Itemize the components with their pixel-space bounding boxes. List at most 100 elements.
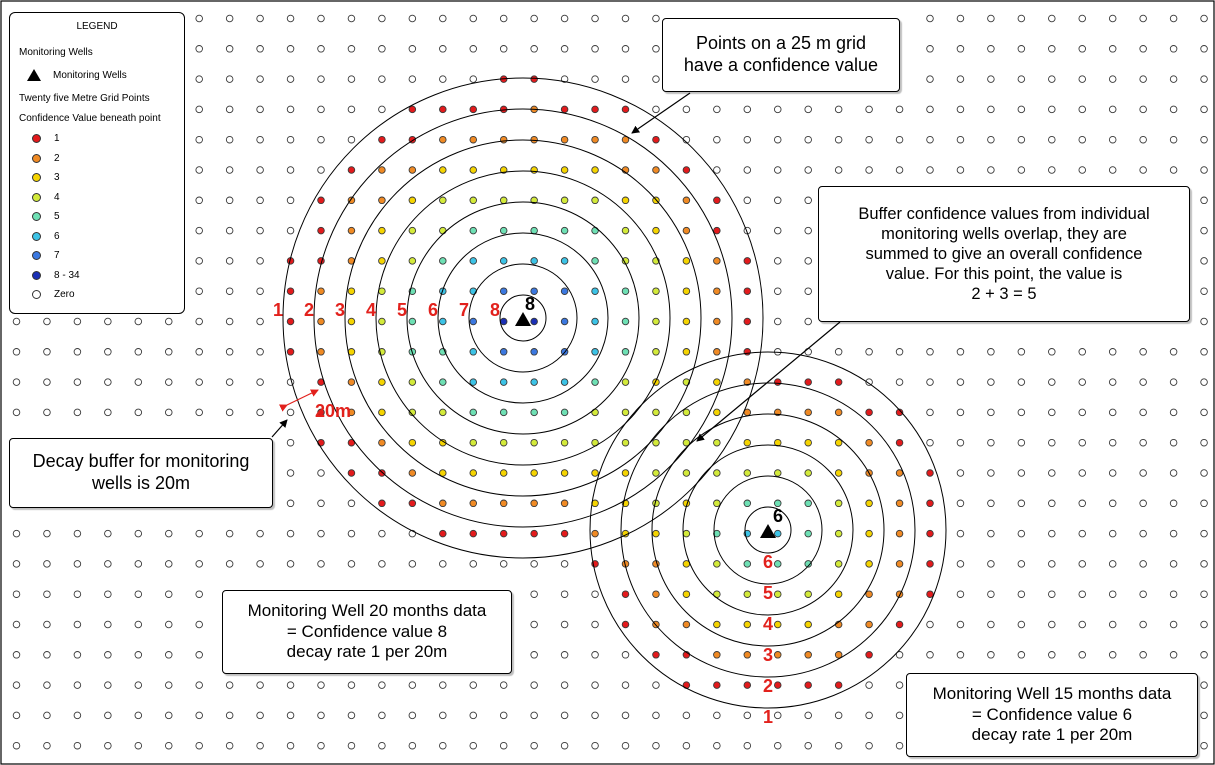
grid-point: [804, 105, 812, 114]
grid-point: [43, 711, 51, 720]
grid-point: [926, 590, 934, 598]
grid-point: [591, 469, 599, 477]
grid-point: [195, 257, 203, 265]
grid-point: [12, 317, 21, 326]
grid-point: [895, 105, 904, 114]
grid-note-arrow: [631, 92, 691, 134]
grid-point: [743, 560, 752, 568]
grid-point: [956, 408, 965, 417]
grid-point: [926, 378, 934, 386]
grid-point: [195, 681, 203, 689]
grid-point: [317, 499, 325, 508]
grid-point: [286, 529, 295, 538]
grid-point: [682, 438, 691, 447]
grid-point: [12, 529, 21, 538]
grid-point: [225, 529, 234, 538]
grid-point: [1139, 469, 1147, 477]
grid-point: [195, 75, 203, 83]
grid-point: [621, 317, 630, 326]
grid-point: [591, 75, 599, 83]
grid-point: [652, 226, 660, 235]
grid-note-line: Points on a 25 m grid: [695, 33, 867, 54]
grid-point: [317, 45, 325, 53]
grid-point: [1078, 590, 1086, 598]
grid-point: [956, 620, 965, 629]
grid-point: [43, 348, 51, 356]
grid-point: [73, 711, 82, 720]
grid-point: [621, 14, 630, 23]
grid-point: [804, 287, 812, 295]
grid-point: [1108, 651, 1117, 659]
grid-point: [43, 651, 51, 659]
grid-point: [225, 257, 234, 265]
grid-point: [286, 226, 295, 235]
grid-point: [73, 741, 82, 750]
grid-point: [1200, 529, 1208, 538]
grid-point: [499, 741, 508, 750]
grid-point: [1169, 469, 1178, 477]
grid-point: [834, 438, 843, 447]
grid-point: [1108, 105, 1117, 114]
grid-point: [591, 14, 599, 23]
buffer-rings-layer: [282, 77, 947, 709]
grid-point: [286, 14, 295, 23]
grid-point: [1108, 438, 1117, 447]
grid-point: [591, 166, 599, 174]
grid-point: [834, 166, 843, 174]
grid-point: [926, 438, 934, 447]
grid-point: [621, 408, 630, 417]
grid-point: [1139, 135, 1147, 144]
grid-point: [378, 317, 386, 326]
grid-point: [286, 135, 295, 144]
grid-point: [1139, 560, 1147, 568]
decay-note-line: Decay buffer for monitoring: [32, 451, 250, 472]
decay-width-arrow: [278, 389, 319, 412]
grid-point: [895, 135, 904, 144]
grid-point: [621, 348, 630, 356]
grid-point: [591, 317, 599, 326]
grid-point: [743, 711, 752, 720]
grid-point: [256, 529, 264, 538]
grid-point: [560, 741, 569, 750]
grid-point: [134, 560, 143, 568]
grid-point: [926, 105, 934, 114]
grid-point: [1017, 105, 1026, 114]
grid-point: [1200, 226, 1208, 235]
grid-point: [591, 196, 599, 205]
grid-point: [774, 378, 782, 386]
grid-point: [73, 529, 82, 538]
grid-point: [439, 226, 447, 235]
ring-label: 7: [459, 300, 469, 320]
grid-point: [499, 711, 508, 720]
grid-point: [713, 741, 721, 750]
grid-point: [926, 620, 934, 629]
grid-point: [804, 499, 812, 508]
grid-point: [774, 711, 782, 720]
grid-point: [682, 196, 691, 205]
grid-point: [1139, 590, 1147, 598]
grid-point: [317, 166, 325, 174]
grid-point: [408, 75, 417, 83]
legend-swatch-icon: [32, 212, 41, 221]
grid-point: [895, 529, 904, 538]
grid-point: [560, 75, 569, 83]
grid-point: [347, 741, 356, 750]
monitoring-well-icon: [515, 312, 531, 326]
grid-point: [1200, 348, 1208, 356]
decay-note-callout: Decay buffer for monitoring wells is 20m: [9, 438, 273, 508]
grid-point: [774, 196, 782, 205]
legend: LEGEND Monitoring Wells Monitoring Wells…: [9, 12, 185, 314]
grid-point: [652, 105, 660, 114]
grid-point: [621, 469, 630, 477]
grid-point: [378, 378, 386, 386]
grid-point: [926, 14, 934, 23]
grid-point: [834, 590, 843, 598]
grid-point: [1169, 590, 1178, 598]
grid-point: [530, 378, 538, 386]
grid-point: [195, 620, 203, 629]
grid-point: [317, 196, 325, 205]
legend-item-label: 2: [54, 152, 60, 164]
grid-point: [987, 166, 995, 174]
grid-point: [408, 45, 417, 53]
